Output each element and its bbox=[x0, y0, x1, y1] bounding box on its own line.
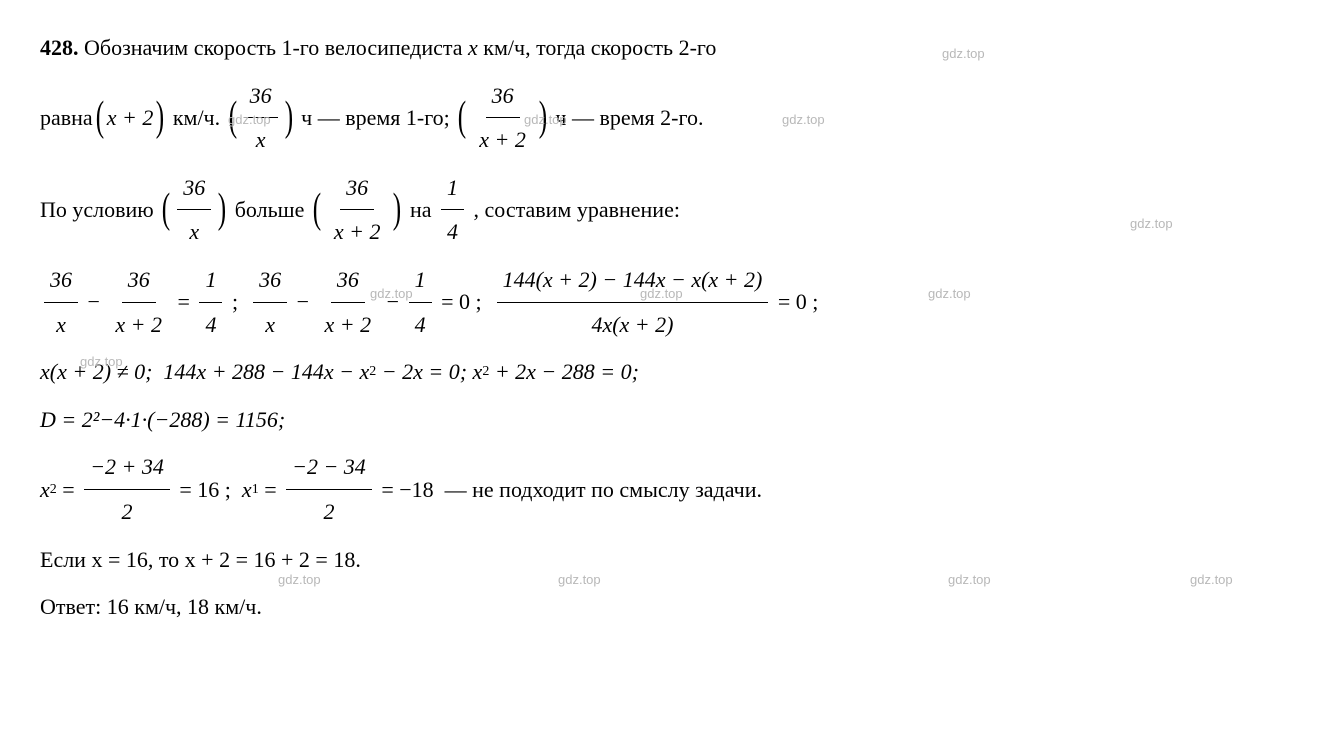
paren-close: ) bbox=[156, 101, 164, 135]
line2-text-b: км/ч. bbox=[167, 98, 225, 138]
frac-36-xp2-b: 36 x + 2 bbox=[328, 168, 387, 252]
xplus2-a: x + 2 bbox=[107, 98, 154, 138]
eq-sep: = bbox=[172, 282, 195, 322]
x-variable: x bbox=[468, 28, 478, 68]
line1-text-b: км/ч, тогда скорость 2-го bbox=[478, 28, 717, 68]
line-2: равна ( x + 2 ) км/ч. ( 36 x ) ч — время… bbox=[40, 76, 1280, 160]
frac-den: x + 2 bbox=[109, 303, 168, 345]
eq-frac-big: 144(x + 2) − 144x − x(x + 2) 4x(x + 2) bbox=[497, 260, 769, 344]
eq-end: = 0 ; bbox=[772, 282, 818, 322]
x1-res: = −18 — не подходит по смыслу задачи. bbox=[376, 470, 762, 510]
frac-num: 36 bbox=[340, 168, 374, 211]
sup2-b: 2 bbox=[482, 359, 489, 384]
x2-eq: = bbox=[57, 470, 80, 510]
eq-frac-2: 36 x + 2 bbox=[109, 260, 168, 344]
frac-den: x bbox=[50, 303, 72, 345]
frac-num: 36 bbox=[244, 76, 278, 119]
x1-label: x bbox=[242, 470, 252, 510]
line-8: Если x = 16, то x + 2 = 16 + 2 = 18. bbox=[40, 540, 1280, 580]
frac-36-x-b: 36 x bbox=[177, 168, 211, 252]
x2-res: = 16 ; bbox=[174, 470, 242, 510]
frac-36-xp2: 36 x + 2 bbox=[473, 76, 532, 160]
if-then: Если x = 16, то x + 2 = 16 + 2 = 18. bbox=[40, 540, 361, 580]
eq-sep: ; bbox=[226, 282, 249, 322]
frac-num: 144(x + 2) − 144x − x(x + 2) bbox=[497, 260, 769, 303]
frac-den: 4 bbox=[199, 303, 222, 345]
line2-text-d: ч — время 2-го. bbox=[550, 98, 704, 138]
eq-frac-5: 36 x + 2 bbox=[319, 260, 378, 344]
frac-den: x + 2 bbox=[319, 303, 378, 345]
frac-num: 1 bbox=[409, 260, 432, 303]
frac-x1: −2 − 34 2 bbox=[286, 447, 372, 531]
answer: Ответ: 16 км/ч, 18 км/ч. bbox=[40, 587, 262, 627]
frac-num: 36 bbox=[177, 168, 211, 211]
line3-text-c: на bbox=[404, 190, 437, 230]
eq-frac-6: 1 4 bbox=[409, 260, 432, 344]
line2-text-a: равна bbox=[40, 98, 93, 138]
frac-den: x + 2 bbox=[473, 118, 532, 160]
frac-den: x bbox=[250, 118, 272, 160]
frac-num: 36 bbox=[486, 76, 520, 119]
eq-sep: = 0 ; bbox=[436, 282, 493, 322]
frac-x2: −2 + 34 2 bbox=[84, 447, 170, 531]
paren-close-2: ) bbox=[284, 101, 292, 135]
line2-text-c: ч — время 1-го; bbox=[296, 98, 456, 138]
frac-num: 36 bbox=[122, 260, 156, 303]
sub1: 1 bbox=[252, 477, 259, 502]
problem-number: 428. bbox=[40, 28, 79, 68]
line3-text-a: По условию bbox=[40, 190, 159, 230]
paren-close-4: ) bbox=[218, 193, 226, 227]
frac-den: 2 bbox=[116, 490, 139, 532]
discriminant: D = 2²−4·1·(−288) = 1156; bbox=[40, 400, 285, 440]
line-6: D = 2²−4·1·(−288) = 1156; bbox=[40, 400, 1280, 440]
frac-den: 4 bbox=[409, 303, 432, 345]
line5-b: − 2x = 0; x bbox=[376, 352, 482, 392]
x1-eq: = bbox=[259, 470, 282, 510]
eq-sep: − bbox=[291, 282, 314, 322]
paren-open: ( bbox=[96, 101, 104, 135]
line3-text-b: больше bbox=[229, 190, 310, 230]
frac-den: x bbox=[259, 303, 281, 345]
frac-num: 36 bbox=[253, 260, 287, 303]
eq-frac-4: 36 x bbox=[253, 260, 287, 344]
frac-den: 2 bbox=[317, 490, 340, 532]
line1-text-a: Обозначим скорость 1-го велосипедиста bbox=[79, 28, 469, 68]
frac-num: 1 bbox=[199, 260, 222, 303]
eq-frac-1: 36 x bbox=[44, 260, 78, 344]
paren-open-4: ( bbox=[162, 193, 170, 227]
line-3: По условию ( 36 x ) больше ( 36 x + 2 ) … bbox=[40, 168, 1280, 252]
line-5: x(x + 2) ≠ 0; 144x + 288 − 144x − x 2 − … bbox=[40, 352, 1280, 392]
frac-den: x bbox=[183, 210, 205, 252]
line-9: Ответ: 16 км/ч, 18 км/ч. bbox=[40, 587, 1280, 627]
frac-num: 1 bbox=[441, 168, 464, 211]
frac-num: 36 bbox=[331, 260, 365, 303]
paren-close-5: ) bbox=[393, 193, 401, 227]
line5-c: + 2x − 288 = 0; bbox=[489, 352, 639, 392]
line5-a: x(x + 2) ≠ 0; 144x + 288 − 144x − x bbox=[40, 352, 369, 392]
frac-num: −2 + 34 bbox=[84, 447, 170, 490]
line-7: x 2 = −2 + 34 2 = 16 ; x 1 = −2 − 34 2 =… bbox=[40, 447, 1280, 531]
line3-text-d: , составим уравнение: bbox=[468, 190, 680, 230]
sup2-a: 2 bbox=[369, 359, 376, 384]
paren-close-3: ) bbox=[539, 101, 547, 135]
paren-open-5: ( bbox=[313, 193, 321, 227]
frac-num: −2 − 34 bbox=[286, 447, 372, 490]
frac-36-x: 36 x bbox=[244, 76, 278, 160]
line-4-equation: 36 x − 36 x + 2 = 1 4 ; 36 x − 36 x + 2 … bbox=[40, 260, 1280, 344]
line-1: 428. Обозначим скорость 1-го велосипедис… bbox=[40, 28, 1280, 68]
frac-num: 36 bbox=[44, 260, 78, 303]
frac-den: 4 bbox=[441, 210, 464, 252]
eq-frac-3: 1 4 bbox=[199, 260, 222, 344]
paren-open-3: ( bbox=[458, 101, 466, 135]
eq-sep: − bbox=[381, 282, 404, 322]
eq-sep: − bbox=[82, 282, 105, 322]
frac-1-4: 1 4 bbox=[441, 168, 464, 252]
frac-den: x + 2 bbox=[328, 210, 387, 252]
frac-den: 4x(x + 2) bbox=[585, 303, 679, 345]
x2-label: x bbox=[40, 470, 50, 510]
sub2: 2 bbox=[50, 477, 57, 502]
paren-open-2: ( bbox=[228, 101, 236, 135]
